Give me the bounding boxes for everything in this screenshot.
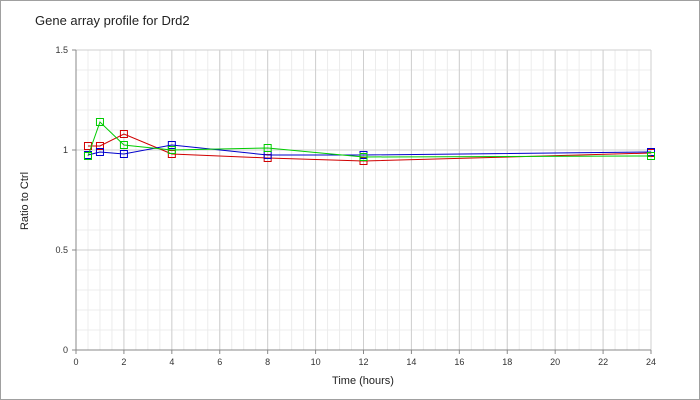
y-axis-label: Ratio to Ctrl bbox=[19, 172, 31, 230]
x-tick-label: 22 bbox=[598, 357, 608, 367]
data-point-marker bbox=[119, 150, 128, 158]
y-tick-label: 0 bbox=[63, 345, 68, 355]
data-point-marker bbox=[167, 141, 176, 149]
series-layer bbox=[83, 118, 655, 165]
x-tick-label: 20 bbox=[550, 357, 560, 367]
chart-title: Gene array profile for Drd2 bbox=[35, 13, 190, 28]
data-point-marker bbox=[95, 118, 104, 126]
x-tick-label: 16 bbox=[454, 357, 464, 367]
major-gridlines bbox=[75, 49, 652, 351]
x-tick-label: 12 bbox=[358, 357, 368, 367]
series-line bbox=[87, 144, 652, 156]
data-point-marker bbox=[359, 153, 368, 161]
x-tick-label: 18 bbox=[502, 357, 512, 367]
y-tick-label: 0.5 bbox=[55, 245, 68, 255]
x-tick-label: 2 bbox=[121, 357, 126, 367]
data-point-marker bbox=[95, 142, 104, 150]
x-tick-label: 4 bbox=[169, 357, 174, 367]
x-tick-label: 10 bbox=[311, 357, 321, 367]
x-tick-label: 14 bbox=[406, 357, 416, 367]
x-tick-label: 24 bbox=[646, 357, 656, 367]
data-point-marker bbox=[263, 144, 272, 152]
x-tick-label: 8 bbox=[265, 357, 270, 367]
axes bbox=[72, 49, 652, 354]
series-line bbox=[87, 121, 652, 158]
data-point-marker bbox=[119, 130, 128, 138]
data-point-marker bbox=[83, 152, 92, 160]
data-point-marker bbox=[119, 141, 128, 149]
x-axis-label: Time (hours) bbox=[332, 375, 394, 387]
y-tick-label: 1.5 bbox=[55, 45, 68, 55]
series-3 bbox=[83, 118, 655, 161]
x-tick-labels: 0 2 4 6 8 10 12 14 16 18 20 22 24 bbox=[73, 357, 656, 367]
y-tick-labels: 0 0.5 1 1.5 bbox=[55, 45, 68, 355]
series-1 bbox=[83, 130, 655, 165]
data-point-marker bbox=[167, 146, 176, 154]
x-tick-label: 6 bbox=[217, 357, 222, 367]
data-point-marker bbox=[95, 148, 104, 156]
data-point-marker bbox=[647, 152, 655, 160]
x-tick-label: 0 bbox=[73, 357, 78, 367]
y-tick-label: 1 bbox=[63, 145, 68, 155]
